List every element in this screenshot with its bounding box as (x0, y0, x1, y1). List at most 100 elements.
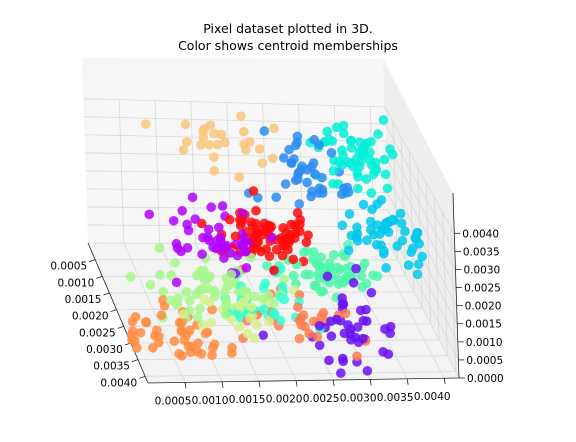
grid-line-x-vert (425, 182, 432, 324)
scatter-point (331, 122, 342, 133)
scatter-point (234, 214, 245, 225)
scatter-point (344, 209, 355, 219)
scatter-point (156, 310, 167, 320)
x-tick-label: 0.0025 (79, 327, 116, 339)
scatter-point (203, 283, 214, 294)
scatter-point (327, 136, 338, 146)
scatter-point (233, 300, 244, 311)
scatter-point (346, 230, 357, 241)
scatter-point (340, 263, 351, 274)
scatter-point (178, 145, 189, 155)
scatter-point (220, 309, 231, 320)
scatter-point (357, 333, 368, 344)
scatter-point (292, 174, 303, 185)
scatter-point (286, 219, 296, 230)
scatter-point (187, 192, 198, 203)
scatter-point (127, 316, 138, 327)
scatter-point (335, 368, 346, 378)
scatter-point (378, 248, 389, 259)
scatter-point (343, 245, 354, 256)
scatter-point (288, 254, 299, 265)
scatter-point (328, 249, 339, 260)
scatter-point (153, 331, 164, 342)
scatter-point (178, 309, 189, 319)
scatter-point (202, 274, 213, 284)
scatter-point (125, 271, 136, 282)
scatter-point (395, 208, 406, 219)
grid-line-z (84, 134, 456, 270)
scatter-point (380, 169, 391, 180)
x-tick-mark (96, 275, 103, 279)
grid-line-x-vert (433, 197, 440, 340)
scatter-point (300, 269, 311, 280)
scatter-point (412, 269, 423, 280)
scatter-point (381, 262, 391, 273)
scatter-point (316, 311, 327, 322)
scatter-point (342, 157, 353, 167)
z-tick-label: 0.0030 (463, 264, 500, 276)
scatter-point (362, 365, 373, 376)
scatter-point (258, 293, 269, 304)
scatter-point (234, 321, 245, 332)
grid-line-y-vert (118, 99, 125, 244)
scatter-point (332, 274, 343, 285)
z-tick-label: 0.0020 (465, 301, 502, 313)
scatter-point (325, 316, 336, 327)
scatter-point (145, 279, 156, 290)
scatter-point (352, 351, 362, 362)
scatter-point (338, 356, 349, 367)
scatter-point (184, 325, 195, 336)
scatter-point (269, 265, 279, 276)
scatter-point (306, 191, 316, 202)
scatter-point (219, 287, 230, 298)
scatter-point (251, 205, 261, 216)
scatter-point (304, 328, 314, 339)
y-tick-label: 0.0005 (155, 395, 192, 407)
y-tick-mark (406, 378, 409, 385)
scatter-point (176, 327, 187, 337)
z-axis-line (452, 192, 460, 379)
scatter-point (358, 315, 369, 326)
scatter-point (251, 319, 262, 330)
scatter-point (209, 165, 220, 176)
scatter-point (362, 235, 372, 246)
scatter-point (385, 328, 396, 339)
scatter-point (190, 214, 201, 224)
scatter-point (278, 152, 289, 163)
scatter-point (354, 161, 365, 172)
scatter-point (244, 136, 255, 147)
scatter-point (368, 270, 378, 281)
x-tick-label: 0.0015 (65, 294, 102, 306)
scatter-point (207, 350, 217, 361)
scatter-point (294, 333, 305, 344)
scatter-point (357, 281, 368, 292)
scatter-point (172, 299, 182, 310)
scatter-point (259, 304, 269, 315)
scatter-point (154, 269, 165, 280)
grid-line-x-vert (392, 121, 398, 260)
z-tick-label: 0.0040 (462, 228, 499, 240)
y-tick-label: 0.0025 (303, 393, 340, 405)
z-tick-label: 0.0035 (463, 246, 500, 258)
chart-title-line-1: Pixel dataset plotted in 3D. (203, 21, 373, 36)
scatter-point (277, 250, 288, 261)
scatter-point (314, 320, 325, 331)
scatter-point (332, 262, 343, 273)
grid-line-y-vert (154, 100, 161, 244)
scatter-point (183, 225, 194, 236)
scatter-point (257, 158, 268, 168)
x-tick-label: 0.0030 (86, 344, 123, 356)
scatter-point (206, 202, 217, 213)
grid-line-z (86, 206, 459, 343)
scatter-point (258, 282, 269, 293)
scatter-point (358, 199, 369, 210)
scatter-point (294, 199, 305, 209)
scatter-point (361, 138, 372, 149)
scatter-point (294, 219, 305, 230)
scatter-point (337, 220, 348, 231)
scatter-point (328, 178, 338, 189)
x-tick-label: 0.0035 (93, 361, 130, 373)
scatter-point (406, 247, 417, 258)
